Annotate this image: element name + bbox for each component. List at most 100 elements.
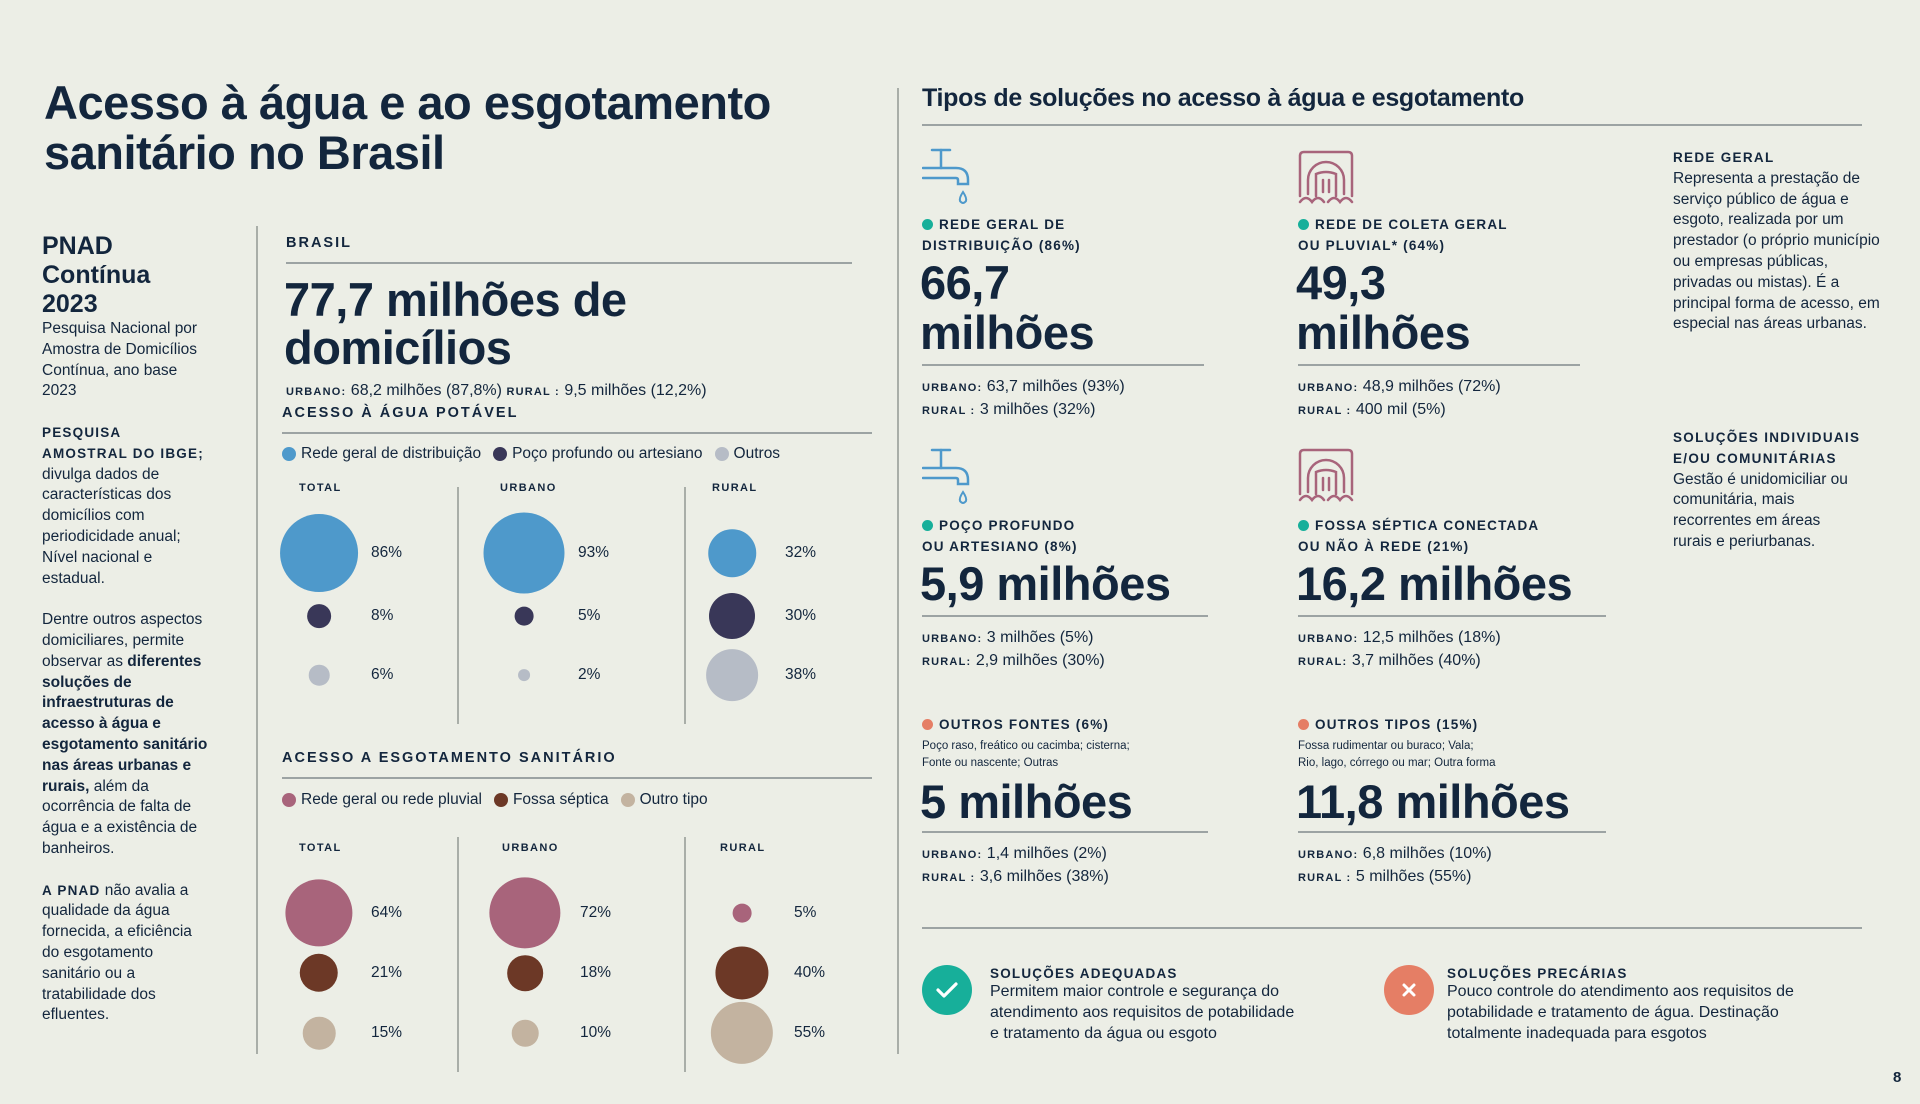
solution-card-rede-agua xyxy=(921,148,1212,211)
column-header-urbano: URBANO xyxy=(500,482,557,494)
status-dot-adequate xyxy=(922,519,933,531)
legend-dot xyxy=(493,447,508,461)
bubble-sewage-urbano-2 xyxy=(511,1019,539,1047)
bubble-label: 15% xyxy=(371,1024,403,1041)
bubble-sewage-urbano-1 xyxy=(507,955,543,991)
solutions-rule xyxy=(922,124,1862,126)
bubble-sewage-rural-2 xyxy=(710,1001,774,1065)
card-rule xyxy=(1298,831,1606,833)
legend-item: Rede geral de distribuição xyxy=(282,445,481,463)
bubble-label: 21% xyxy=(371,964,403,981)
solution-card-rede-esgoto xyxy=(1298,150,1588,211)
card-rule xyxy=(922,615,1208,617)
card-value-outros-fontes: 5 milhões xyxy=(920,775,1133,828)
solutions-title: Tipos de soluções no acesso à água e esg… xyxy=(922,84,1524,112)
bubble-water-rural-1 xyxy=(709,593,755,639)
card-rule xyxy=(922,831,1208,833)
card-value-outros-tipos: 11,8 milhões xyxy=(1296,775,1570,828)
sewer-outlet-icon xyxy=(1298,150,1354,205)
card-breakdown-rede-agua: URBANO: 63,7 milhões (93%) RURAL : 3 mil… xyxy=(922,378,1125,418)
close-icon xyxy=(1402,983,1416,997)
card-rule xyxy=(922,364,1204,366)
bubble-sewage-rural-0 xyxy=(732,903,752,923)
adequate-badge xyxy=(922,965,972,1015)
note-rede-geral: REDE GERAL Representa a prestação de ser… xyxy=(1673,150,1880,333)
pnad-heading: PNAD Contínua 2023 xyxy=(42,232,151,318)
sewer-outlet-icon xyxy=(1298,448,1354,503)
brasil-breakdown: URBANO: 68,2 milhões (87,8%) RURAL : 9,5… xyxy=(286,382,707,399)
legend-dot xyxy=(282,793,296,807)
bubble-sewage-total-1 xyxy=(299,953,339,993)
column-header-total: TOTAL xyxy=(299,482,342,494)
bubble-water-rural-0 xyxy=(708,529,756,577)
bubble-label: 38% xyxy=(785,666,817,683)
legend-dot xyxy=(620,793,635,807)
divider-center xyxy=(897,88,899,1054)
bubble-label: 32% xyxy=(785,544,817,561)
bubble-water-total-0 xyxy=(280,514,358,592)
bubble-label: 72% xyxy=(580,904,612,921)
card-label-outros-tipos: OUTROS TIPOS (15%) xyxy=(1298,714,1478,735)
bubble-label: 30% xyxy=(785,607,817,624)
water-legend: Rede geral de distribuição Poço profundo… xyxy=(282,445,784,463)
card-breakdown-poco: URBANO: 3 milhões (5%) RURAL: 2,9 milhõe… xyxy=(922,629,1105,669)
bubble-water-total-2 xyxy=(308,664,330,686)
divider-left xyxy=(256,226,258,1054)
card-label-fossa: FOSSA SÉPTICA CONECTADA OU NÃO À REDE (2… xyxy=(1298,518,1540,554)
bubble-sewage-total-0 xyxy=(285,879,353,947)
brasil-rule xyxy=(286,262,852,264)
card-detail-outros-fontes: Poço raso, freático ou cacimba; cisterna… xyxy=(922,740,1130,769)
bubble-label: 55% xyxy=(794,1024,826,1041)
page-title: Acesso à água e ao esgotamento sanitário… xyxy=(44,76,771,179)
column-divider xyxy=(684,837,686,1072)
card-breakdown-rede-esgoto: URBANO: 48,9 milhões (72%) RURAL : 400 m… xyxy=(1298,378,1501,418)
bubble-sewage-rural-1 xyxy=(715,946,769,1000)
solution-card-poco xyxy=(921,448,1212,511)
page-number: 8 xyxy=(1893,1069,1902,1086)
precarious-legend: SOLUÇÕES PRECÁRIAS Pouco controle do ate… xyxy=(1447,966,1794,1042)
pnad-subtitle: Pesquisa Nacional por Amostra de Domicíl… xyxy=(42,320,198,400)
note-solucoes-individuais: SOLUÇÕES INDIVIDUAIS E/OU COMUNITÁRIAS G… xyxy=(1673,430,1861,550)
legend-dot xyxy=(714,447,729,461)
column-header-total: TOTAL xyxy=(299,842,342,854)
status-dot-precarious xyxy=(1298,718,1309,730)
sidebar-pnad: PNAD Contínua 2023 Pesquisa Nacional por… xyxy=(42,232,222,1047)
faucet-icon xyxy=(921,148,970,204)
pnad-limitations: A PNAD não avalia a qualidade da água fo… xyxy=(42,881,192,1024)
bubble-water-total-1 xyxy=(307,604,331,628)
bubble-label: 64% xyxy=(371,904,403,921)
bubble-label: 5% xyxy=(794,904,817,921)
adequate-legend: SOLUÇÕES ADEQUADAS Permitem maior contro… xyxy=(990,966,1295,1042)
bubble-label: 2% xyxy=(578,666,601,683)
precarious-badge xyxy=(1384,965,1434,1015)
water-rule xyxy=(282,432,872,434)
solution-card-fossa xyxy=(1298,448,1588,509)
card-detail-outros-tipos: Fossa rudimentar ou buraco; Vala; Rio, l… xyxy=(1298,740,1496,769)
bubble-label: 6% xyxy=(371,666,394,683)
legend-item: Outros xyxy=(714,445,780,463)
pnad-description: PESQUISA AMOSTRAL DO IBGE; divulga dados… xyxy=(42,424,204,587)
legend-item: Rede geral ou rede pluvial xyxy=(282,791,482,809)
bubble-water-urbano-1 xyxy=(514,606,534,626)
column-divider xyxy=(457,837,459,1072)
status-dot-adequate xyxy=(1298,218,1309,230)
chart-title-water: ACESSO À ÁGUA POTÁVEL xyxy=(282,405,519,421)
legend-dot xyxy=(282,447,296,461)
bubble-label: 86% xyxy=(371,544,403,561)
bubble-label: 93% xyxy=(578,544,610,561)
sewage-rule xyxy=(282,777,872,779)
status-dot-adequate xyxy=(1298,519,1309,531)
card-breakdown-outros-fontes: URBANO: 1,4 milhões (2%) RURAL : 3,6 mil… xyxy=(922,845,1109,885)
brasil-headline: 77,7 milhões de domicílios xyxy=(284,273,627,374)
bubble-label: 8% xyxy=(371,607,394,624)
legend-item: Outro tipo xyxy=(620,791,708,809)
legend-item: Poço profundo ou artesiano xyxy=(493,445,703,463)
card-rule xyxy=(1298,615,1606,617)
bubble-water-urbano-0 xyxy=(483,512,565,594)
card-breakdown-outros-tipos: URBANO: 6,8 milhões (10%) RURAL : 5 milh… xyxy=(1298,845,1492,885)
faucet-icon xyxy=(921,448,970,504)
card-label-poco: POÇO PROFUNDO OU ARTESIANO (8%) xyxy=(922,518,1078,554)
card-label-rede-agua: REDE GERAL DE DISTRIBUIÇÃO (86%) xyxy=(922,217,1081,253)
card-value-rede-agua: 66,7 milhões xyxy=(920,256,1095,359)
card-label-outros-fontes: OUTROS FONTES (6%) xyxy=(922,714,1109,735)
